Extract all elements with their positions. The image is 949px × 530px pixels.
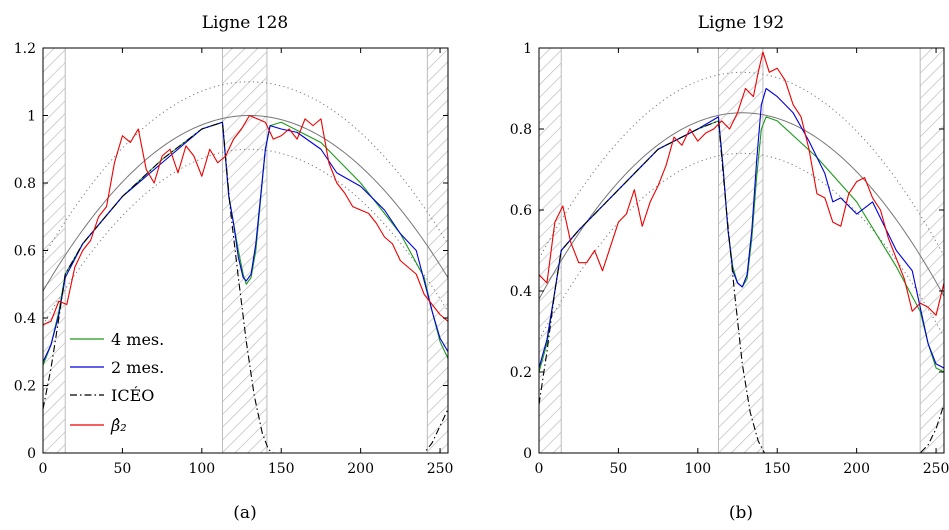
panel-a-x-tick-label: 0 bbox=[39, 461, 48, 477]
panel-b-x-tick-label: 250 bbox=[923, 461, 949, 477]
panel-b-title: Ligne 192 bbox=[698, 13, 784, 33]
panel-a-series-beta2 bbox=[43, 114, 448, 326]
panel-b-x-tick-label: 0 bbox=[535, 461, 544, 477]
panel-b-x-tick-label: 50 bbox=[609, 461, 627, 477]
panel-a-y-tick-label: 0.8 bbox=[14, 176, 36, 192]
panel-b-shaded-region-1 bbox=[539, 48, 562, 453]
legend-label-2mes: 2 mes. bbox=[111, 358, 164, 377]
panel-a-y-tick-label: 1 bbox=[27, 109, 36, 125]
panel-a-x-tick-label: 200 bbox=[347, 461, 374, 477]
panel-b-upper-envelope bbox=[539, 71, 944, 259]
panel-b-caption: (b) bbox=[729, 503, 753, 523]
panel-b-y-tick-label: 0.6 bbox=[510, 203, 532, 219]
panel-b-series-iceo bbox=[539, 120, 944, 453]
panel-b-shaded-region-3 bbox=[919, 48, 944, 453]
legend-label-beta2: β̂₂ bbox=[110, 416, 127, 435]
legend-label-4mes: 4 mes. bbox=[111, 330, 164, 349]
panel-a-shaded-region-2 bbox=[221, 48, 268, 453]
panel-b-ticks: 0 50 100 150 200 250 0 0.2 0.4 0.6 0.8 1 bbox=[510, 41, 949, 477]
panel-a-x-tick-label: 150 bbox=[268, 461, 295, 477]
panel-b-lower-envelope bbox=[539, 152, 944, 340]
legend-label-iceo: ICÉO bbox=[111, 385, 154, 405]
panel-a-caption: (a) bbox=[233, 503, 256, 523]
panel-b-reference-curve bbox=[539, 112, 944, 300]
panel-b-x-tick-label: 200 bbox=[843, 461, 870, 477]
panel-b-y-tick-label: 0.4 bbox=[510, 284, 532, 300]
panel-a-x-tick-label: 250 bbox=[427, 461, 454, 477]
panel-a-y-tick-label: 0.4 bbox=[14, 311, 36, 327]
panel-a: Ligne 128 0 50 100 150 200 250 0 0.2 0.4 0.6 0.8 1 1… bbox=[14, 13, 454, 523]
panel-a-lower-envelope bbox=[43, 148, 448, 326]
panel-a-series-iceo bbox=[43, 121, 448, 453]
panel-a-x-tick-label: 100 bbox=[188, 461, 215, 477]
panel-a-y-tick-label: 0.6 bbox=[14, 244, 36, 260]
panel-b-axes-frame bbox=[538, 47, 945, 454]
panel-a-reference-curve bbox=[43, 114, 448, 292]
panel-b: Ligne 192 0 50 100 150 200 25000.20.40.60.81 … bbox=[510, 13, 949, 523]
panel-b-y-tick-label: 1 bbox=[523, 41, 532, 57]
panel-a-ticks: 0 50 100 150 200 250 0 0.2 0.4 0.6 0.8 1 1.2 bbox=[14, 41, 454, 477]
legend: 4 mes. 2 mes. ICÉO β̂₂ bbox=[70, 330, 164, 435]
panel-b-shaded-region-2 bbox=[717, 48, 764, 453]
panel-b-x-tick-label: 150 bbox=[764, 461, 791, 477]
panel-a-y-tick-label: 0.2 bbox=[14, 379, 36, 395]
panel-b-x-tick-label: 100 bbox=[684, 461, 711, 477]
panel-b-y-tick-label: 0 bbox=[523, 446, 532, 462]
panel-a-upper-envelope bbox=[43, 81, 448, 258]
panel-a-x-tick-label: 50 bbox=[113, 461, 131, 477]
panel-b-plot-area bbox=[539, 48, 944, 453]
panel-a-plot-area bbox=[43, 48, 448, 453]
panel-b-y-tick-label: 0.8 bbox=[510, 122, 532, 138]
panel-b-y-tick-label: 0.2 bbox=[510, 365, 532, 381]
panel-b-series-beta2 bbox=[539, 51, 944, 316]
panel-a-title: Ligne 128 bbox=[202, 13, 288, 33]
panel-a-y-tick-label: 0 bbox=[27, 446, 36, 462]
panel-a-y-tick-label: 1.2 bbox=[14, 41, 36, 57]
